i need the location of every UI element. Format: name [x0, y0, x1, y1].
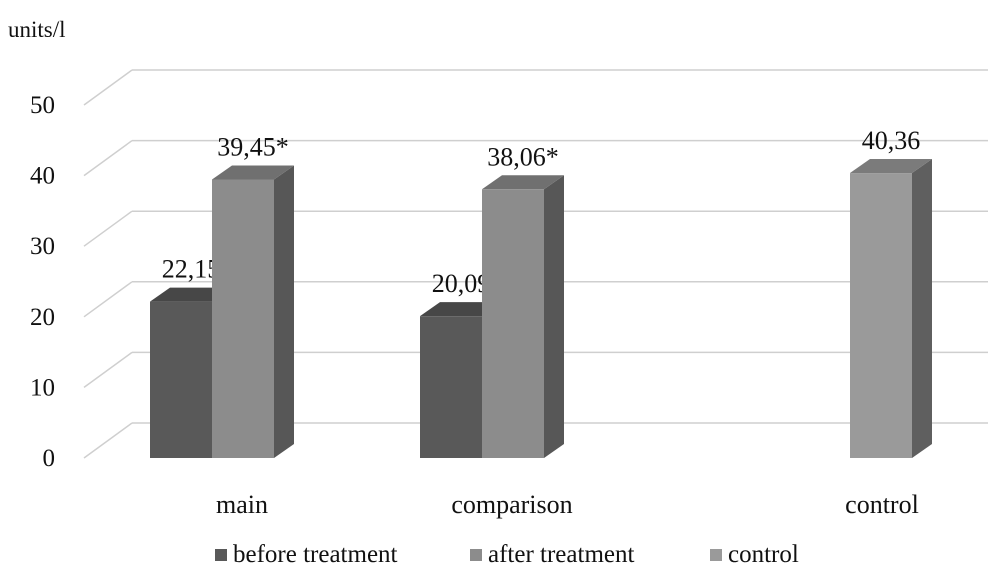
- x-tick-label: main: [216, 490, 268, 519]
- bar: 40,36: [850, 126, 932, 458]
- bar-top: [420, 302, 502, 317]
- legend: before treatment after treatment control: [215, 541, 799, 568]
- data-label: 38,06*: [487, 142, 559, 171]
- legend-label: after treatment: [488, 541, 634, 568]
- bar-front: [150, 301, 212, 458]
- legend-swatch: [215, 549, 227, 561]
- bar: 39,45*: [212, 132, 294, 458]
- x-tick-label: control: [845, 490, 919, 519]
- gridline-diagonal: [83, 422, 133, 459]
- gridline-diagonal: [83, 351, 133, 389]
- x-axis-ticks: main comparison control: [216, 490, 919, 519]
- legend-label: before treatment: [233, 541, 398, 568]
- gridline-diagonal: [83, 281, 133, 318]
- bar: 38,06*: [482, 142, 564, 459]
- data-label: 22,15: [162, 255, 221, 284]
- bar-front: [850, 173, 912, 458]
- legend-item: before treatment: [215, 541, 398, 568]
- y-tick-label: 40: [30, 163, 55, 190]
- data-label: 39,45*: [217, 132, 289, 161]
- data-label: 40,36: [862, 126, 921, 155]
- y-tick-label: 0: [43, 445, 56, 472]
- bar-side: [274, 165, 294, 458]
- legend-item: control: [710, 541, 799, 568]
- bar-top: [212, 165, 294, 180]
- y-axis-label: units/l: [8, 17, 66, 42]
- gridline-diagonal: [83, 69, 133, 106]
- legend-swatch: [470, 549, 482, 561]
- y-tick-label: 30: [30, 233, 55, 260]
- gridline-diagonal: [83, 139, 133, 177]
- legend-item: after treatment: [470, 541, 634, 568]
- y-tick-label: 20: [30, 304, 55, 331]
- y-tick-label: 50: [30, 92, 55, 119]
- gridline-diagonal: [83, 210, 133, 247]
- bar-side: [912, 159, 932, 458]
- y-tick-label: 10: [30, 374, 55, 401]
- chart-bars: 22,15 39,45* 20,09 38,06* 40,36: [150, 126, 932, 459]
- data-label: 20,09: [432, 269, 491, 298]
- bar-front: [420, 316, 482, 458]
- x-tick-label: comparison: [451, 490, 572, 519]
- bar-top: [850, 159, 932, 174]
- bar-front: [482, 189, 544, 459]
- legend-swatch: [710, 549, 722, 561]
- bar-side: [544, 175, 564, 459]
- bar-top: [150, 287, 232, 302]
- y-axis-ticks: 0 10 20 30 40 50: [30, 92, 55, 472]
- bar-top: [482, 175, 564, 190]
- bar-front: [212, 179, 274, 458]
- legend-label: control: [728, 541, 799, 568]
